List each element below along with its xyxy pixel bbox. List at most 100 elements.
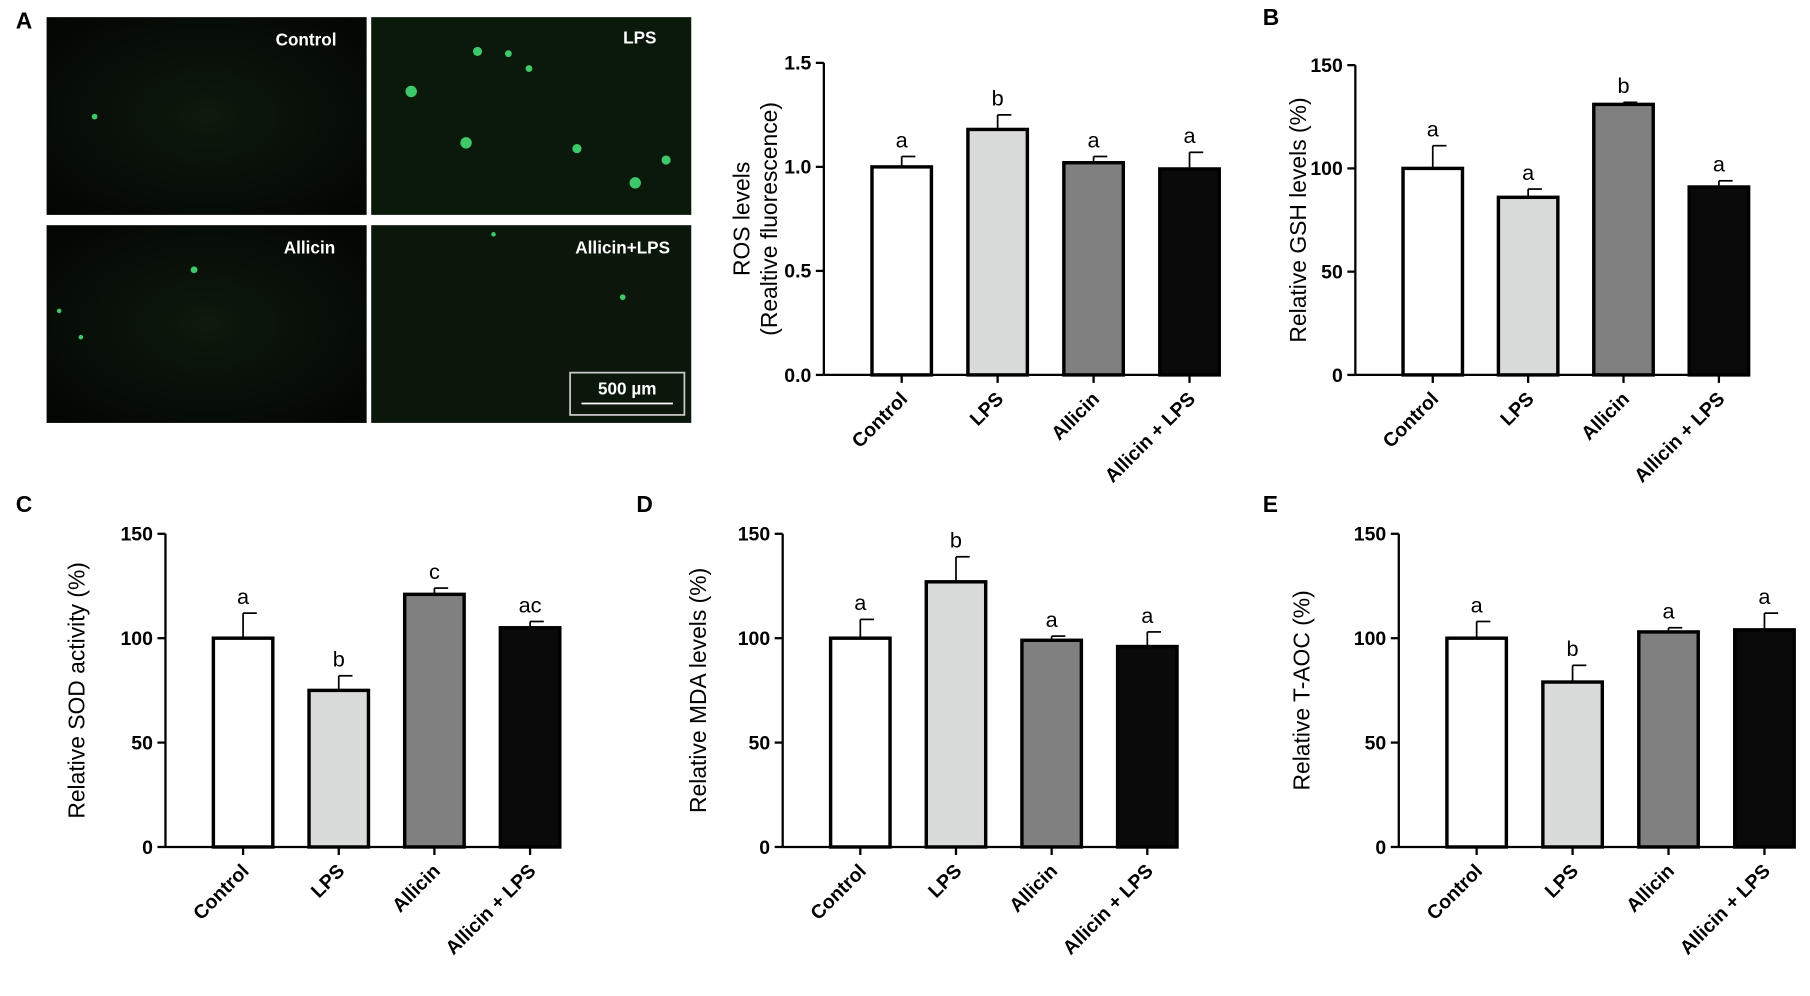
bar [924, 580, 988, 849]
bar [307, 688, 371, 849]
panel-label: C [16, 491, 33, 517]
x-tick-label: LPS [966, 388, 1008, 430]
significance-label: c [429, 559, 440, 584]
chart: 0 50 100 150 Relative T-AOC (%) a Control b LPS a… [1289, 524, 1796, 959]
y-axis-label: Relative SOD activity (%) [63, 562, 89, 819]
significance-label: a [1046, 607, 1059, 632]
panel-label: E [1263, 491, 1278, 517]
x-tick-label: Allicin + LPS [1676, 860, 1775, 959]
significance-label: b [1567, 636, 1579, 661]
bar [966, 127, 1030, 377]
bar [1445, 636, 1509, 849]
y-tick-label: 0.5 [784, 261, 811, 283]
x-tick-label: Control [848, 388, 912, 452]
y-tick-label: 150 [1354, 524, 1386, 546]
y-axis-label: ROS levels [729, 162, 755, 276]
bar [1541, 680, 1605, 849]
y-tick-label: 0 [759, 837, 770, 859]
y-tick-label: 50 [1365, 732, 1387, 754]
x-tick-label: Allicin [1005, 860, 1062, 917]
y-axis-label: (Realtive fluorescence) [756, 102, 782, 336]
y-tick-label: 0 [1375, 837, 1386, 859]
panel-label: A [16, 8, 33, 34]
y-tick-label: 50 [1321, 262, 1343, 284]
x-tick-label: Allicin + LPS [441, 860, 540, 959]
significance-label: a [1471, 592, 1484, 617]
panel-label: B [1263, 4, 1280, 30]
x-tick-label: LPS [307, 860, 349, 902]
chart: 0 50 100 150 Relative GSH levels (%) a Control… [1285, 55, 1751, 487]
bar [211, 636, 275, 849]
significance-label: a [1183, 123, 1196, 148]
x-tick-label: Control [1423, 860, 1487, 924]
bar [1158, 167, 1221, 377]
significance-label: a [1713, 152, 1726, 177]
x-tick-label: Control [1379, 388, 1443, 452]
significance-label: a [1758, 584, 1771, 609]
bar [1496, 195, 1560, 377]
micrograph [46, 225, 367, 423]
y-tick-label: 1.0 [784, 157, 811, 179]
bar [1733, 628, 1796, 849]
panel-label: D [636, 491, 653, 517]
y-tick-label: 100 [120, 628, 152, 650]
y-tick-label: 100 [738, 628, 770, 650]
y-tick-label: 1.5 [784, 53, 811, 75]
micrograph-label: Allicin+LPS [575, 238, 670, 258]
bar [1062, 161, 1126, 377]
x-tick-label: LPS [1541, 860, 1583, 902]
significance-label: ac [519, 592, 542, 617]
scale-label: 500 µm [598, 378, 656, 398]
significance-label: a [1662, 599, 1675, 624]
significance-label: a [1141, 603, 1154, 628]
x-tick-label: Allicin + LPS [1101, 388, 1200, 487]
x-tick-label: LPS [924, 860, 966, 902]
y-tick-label: 150 [120, 524, 152, 546]
x-tick-label: Allicin + LPS [1059, 860, 1158, 959]
x-tick-label: Control [806, 860, 870, 924]
significance-label: a [1088, 127, 1101, 152]
bar [1020, 638, 1084, 849]
y-axis-label: Relative GSH levels (%) [1285, 97, 1311, 342]
y-tick-label: 150 [1310, 55, 1342, 77]
x-tick-label: Allicin [1047, 388, 1104, 445]
bar [498, 626, 562, 849]
significance-label: a [854, 590, 867, 615]
y-tick-label: 100 [1354, 628, 1386, 650]
bar [1401, 166, 1465, 377]
significance-label: b [950, 528, 962, 553]
y-tick-label: 50 [131, 732, 153, 754]
significance-label: a [237, 584, 250, 609]
bar [1592, 102, 1655, 377]
y-tick-label: 0 [1332, 365, 1343, 387]
significance-label: b [333, 647, 345, 672]
bar [1115, 644, 1179, 849]
micrograph-label: Control [276, 30, 337, 50]
x-tick-label: Allicin [1577, 388, 1634, 445]
significance-label: b [1617, 73, 1629, 98]
micrograph-label: Allicin [284, 238, 335, 258]
bar [870, 165, 934, 377]
x-tick-label: Allicin [388, 860, 445, 917]
y-axis-label: Relative MDA levels (%) [685, 568, 711, 813]
bar [1687, 185, 1751, 377]
micrograph-panel: Control LPS Allicin Allicin+LPS 500 µm [46, 17, 692, 423]
significance-label: a [896, 127, 909, 152]
x-tick-label: Control [189, 860, 253, 924]
micrograph [46, 17, 367, 215]
x-tick-label: Allicin + LPS [1630, 388, 1729, 487]
chart: 0.0 0.5 1.0 1.5 ROS levels (Realtive fluoresc… [729, 53, 1221, 487]
significance-label: a [1427, 117, 1440, 142]
y-tick-label: 50 [749, 732, 771, 754]
x-tick-label: Allicin [1622, 860, 1679, 917]
bar [828, 636, 892, 849]
scale-box [569, 371, 686, 416]
chart: 0 50 100 150 Relative SOD activity (%) a Contr… [63, 524, 562, 959]
micrograph-label: LPS [623, 27, 656, 47]
y-axis-label: Relative T-AOC (%) [1289, 590, 1315, 790]
y-tick-label: 150 [738, 524, 770, 546]
y-tick-label: 100 [1310, 158, 1342, 180]
x-tick-label: LPS [1496, 388, 1538, 430]
y-tick-label: 0 [142, 837, 153, 859]
